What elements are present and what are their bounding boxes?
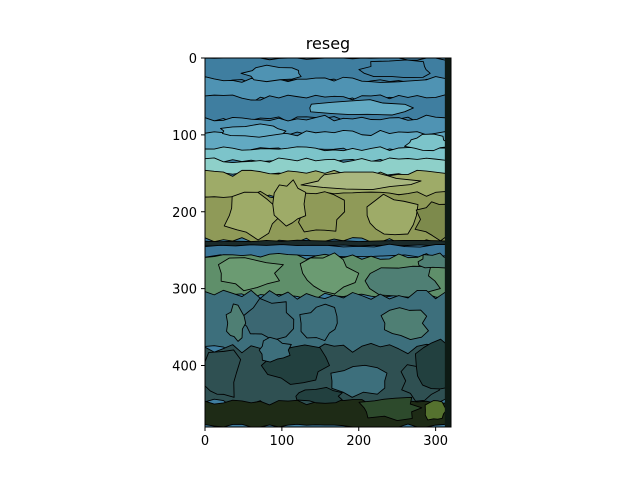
- segment-region-17: [366, 193, 419, 236]
- segment-region-24: [299, 252, 360, 295]
- segmentation-image: [204, 57, 452, 428]
- x-tick-label: 300: [423, 434, 448, 449]
- segment-region-8: [358, 59, 431, 79]
- segment-region-10: [220, 123, 287, 138]
- segment-region-11: [404, 133, 452, 152]
- chart-title: reseg: [306, 34, 350, 53]
- segment-region-42: [295, 386, 343, 404]
- x-tick-label: 200: [346, 434, 371, 449]
- segment-region-23: [218, 257, 284, 292]
- segment-region-15: [223, 191, 282, 241]
- x-axis: 0 100 200 300: [201, 427, 448, 449]
- x-tick-label: 0: [201, 434, 209, 449]
- segment-region-30: [380, 307, 429, 340]
- segment-region-41: [424, 400, 447, 421]
- y-tick-label: 0: [189, 52, 197, 67]
- y-axis: 0 100 200 300 400: [172, 52, 205, 375]
- y-tick-label: 100: [172, 129, 197, 144]
- y-tick-label: 400: [172, 360, 197, 375]
- segment-region-9: [309, 99, 414, 116]
- y-tick-label: 300: [172, 283, 197, 298]
- axes-frame: [204, 57, 452, 428]
- segment-region-38: [258, 336, 292, 363]
- x-tick-label: 100: [269, 434, 294, 449]
- segment-region-29: [299, 303, 338, 342]
- segment-region-40: [358, 396, 423, 421]
- segment-region-31: [225, 303, 247, 342]
- segment-region-7: [240, 64, 302, 83]
- segment-region-35: [330, 364, 388, 398]
- image-edge-strip: [444, 58, 451, 427]
- segment-region-26: [417, 252, 452, 269]
- y-tick-label: 200: [172, 206, 197, 221]
- segment-region-19: [272, 179, 307, 227]
- segment-region-14: [300, 171, 422, 191]
